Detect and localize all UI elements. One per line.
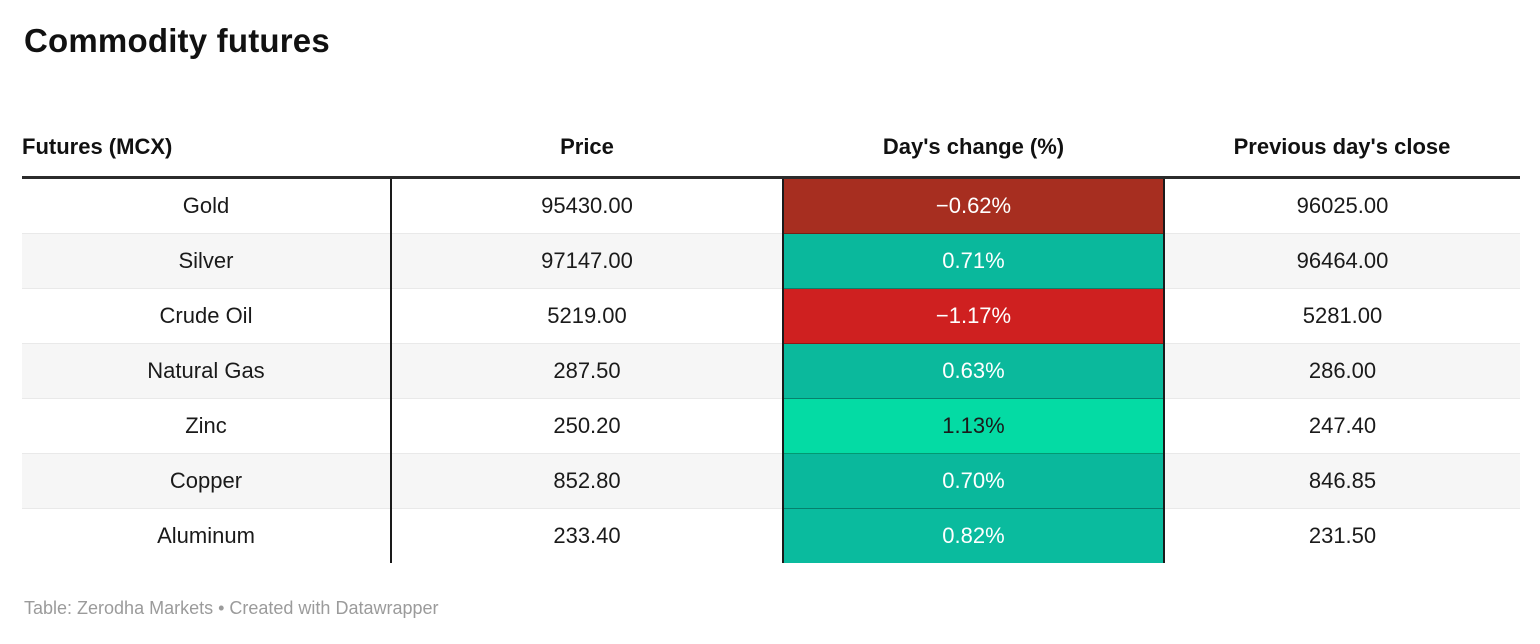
column-header-previous-close: Previous day's close: [1164, 118, 1520, 179]
days-change-cell: −1.17%: [782, 288, 1165, 344]
table-body: Gold 95430.00 −0.62% 96025.00 Silver 97147.00…: [22, 177, 1520, 563]
days-change-cell: 0.82%: [782, 508, 1165, 563]
previous-close-cell: 247.40: [1164, 398, 1520, 454]
table-row: Natural Gas 287.50 0.63% 286.00: [22, 343, 1520, 399]
table-row: Aluminum 233.40 0.82% 231.50: [22, 508, 1520, 563]
price-cell: 233.40: [390, 508, 783, 563]
previous-close-cell: 96464.00: [1164, 233, 1520, 289]
column-header-price: Price: [391, 118, 783, 179]
commodity-name-cell: Copper: [22, 453, 391, 509]
commodity-futures-table: Futures (MCX) Price Day's change (%) Pre…: [22, 118, 1520, 563]
previous-close-cell: 231.50: [1164, 508, 1520, 563]
days-change-cell: −0.62%: [782, 177, 1165, 234]
price-cell: 852.80: [390, 453, 783, 509]
days-change-cell: 0.63%: [782, 343, 1165, 399]
page-title: Commodity futures: [24, 22, 330, 59]
table-row: Copper 852.80 0.70% 846.85: [22, 453, 1520, 509]
table-row: Gold 95430.00 −0.62% 96025.00: [22, 177, 1520, 234]
days-change-cell: 0.71%: [782, 233, 1165, 289]
commodity-name-cell: Crude Oil: [22, 288, 391, 344]
column-header-days-change: Day's change (%): [783, 118, 1164, 179]
attribution-footer: Table: Zerodha Markets • Created with Da…: [24, 598, 439, 618]
price-cell: 5219.00: [390, 288, 783, 344]
previous-close-cell: 96025.00: [1296, 193, 1389, 218]
price-cell: 287.50: [390, 343, 783, 399]
commodity-name-cell: Silver: [22, 233, 391, 289]
table-row: Zinc 250.20 1.13% 247.40: [22, 398, 1520, 454]
price-cell: 95430.00: [390, 177, 783, 234]
price-cell: 250.20: [390, 398, 783, 454]
column-header-futures: Futures (MCX): [22, 118, 391, 179]
table-row: Silver 97147.00 0.71% 96464.00: [22, 233, 1520, 289]
commodity-name-cell: Zinc: [22, 398, 391, 454]
price-cell: 97147.00: [390, 233, 783, 289]
commodity-name-cell: Aluminum: [22, 508, 391, 563]
days-change-cell: 0.70%: [782, 453, 1165, 509]
commodity-name-cell: Natural Gas: [22, 343, 391, 399]
previous-close-cell: 5281.00: [1164, 288, 1520, 344]
previous-close-cell: 286.00: [1164, 343, 1520, 399]
table-row: Crude Oil 5219.00 −1.17% 5281.00: [22, 288, 1520, 344]
days-change-cell: 1.13%: [782, 398, 1165, 454]
table-header: Futures (MCX) Price Day's change (%) Pre…: [22, 118, 1520, 179]
previous-close-cell: 846.85: [1164, 453, 1520, 509]
commodity-name-cell: Gold: [182, 193, 230, 218]
